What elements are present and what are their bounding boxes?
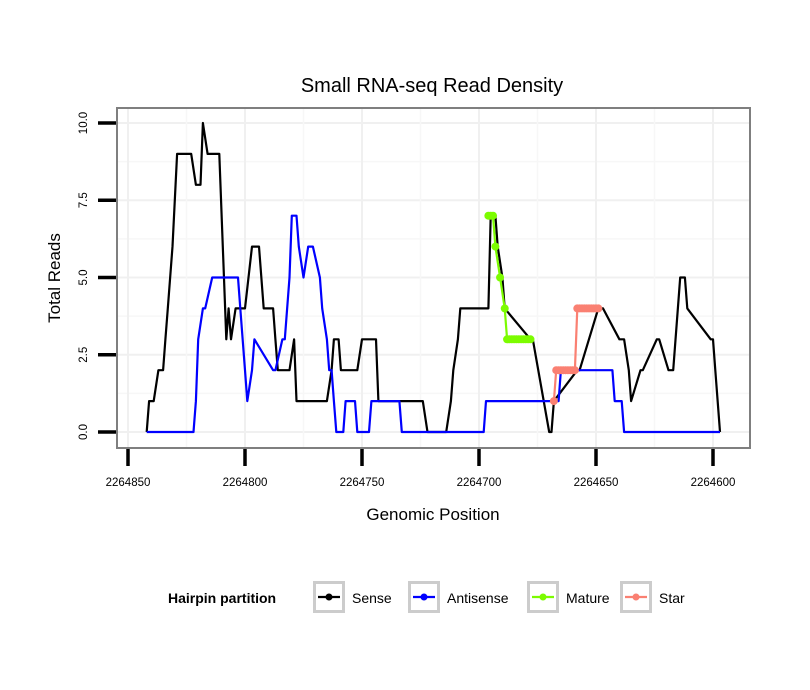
data-point-mature xyxy=(489,211,498,220)
y-tick-label: 7.5 xyxy=(78,192,90,208)
legend-key-point-mature xyxy=(539,593,547,601)
y-tick-label: 0.0 xyxy=(78,424,90,440)
x-axis: 2264850 2264800 2264750 2264700 2264650 22646… xyxy=(106,449,736,489)
x-tick-label: 2264600 xyxy=(691,477,736,489)
legend-key-point-sense xyxy=(325,593,333,601)
legend-label-mature: Mature xyxy=(566,590,610,606)
x-tick-label: 2264850 xyxy=(106,477,151,489)
data-point-star xyxy=(570,366,579,375)
y-tick-label: 2.5 xyxy=(78,347,90,363)
legend-label-antisense: Antisense xyxy=(447,590,509,606)
data-point-mature xyxy=(491,242,500,251)
x-tick-label: 2264750 xyxy=(340,477,385,489)
series-line-sense xyxy=(145,121,722,434)
legend-key-point-antisense xyxy=(420,593,428,601)
y-tick-label: 10.0 xyxy=(78,112,90,134)
legend-label-star: Star xyxy=(659,590,685,606)
x-axis-title: Genomic Position xyxy=(366,505,499,524)
data-point-mature xyxy=(496,273,505,282)
y-tick-label: 5.0 xyxy=(78,270,90,286)
y-axis-title: Total Reads xyxy=(45,233,64,323)
legend: Hairpin partition Sense Antisense Mature St… xyxy=(168,581,685,613)
data-point-star xyxy=(549,397,558,406)
series-line-antisense xyxy=(146,214,720,434)
legend-key-point-star xyxy=(632,593,640,601)
data-point-mature xyxy=(526,335,535,344)
grid xyxy=(118,109,749,447)
chart-title: Small RNA-seq Read Density xyxy=(301,75,563,97)
x-tick-label: 2264700 xyxy=(457,477,502,489)
y-axis: 0.0 2.5 5.0 7.5 10.0 xyxy=(78,112,116,440)
data-point-mature xyxy=(500,304,509,313)
x-tick-label: 2264800 xyxy=(223,477,268,489)
legend-title: Hairpin partition xyxy=(168,590,276,606)
data-point-star xyxy=(594,304,603,313)
legend-label-sense: Sense xyxy=(352,590,392,606)
x-tick-label: 2264650 xyxy=(574,477,619,489)
series-layer xyxy=(145,121,722,434)
